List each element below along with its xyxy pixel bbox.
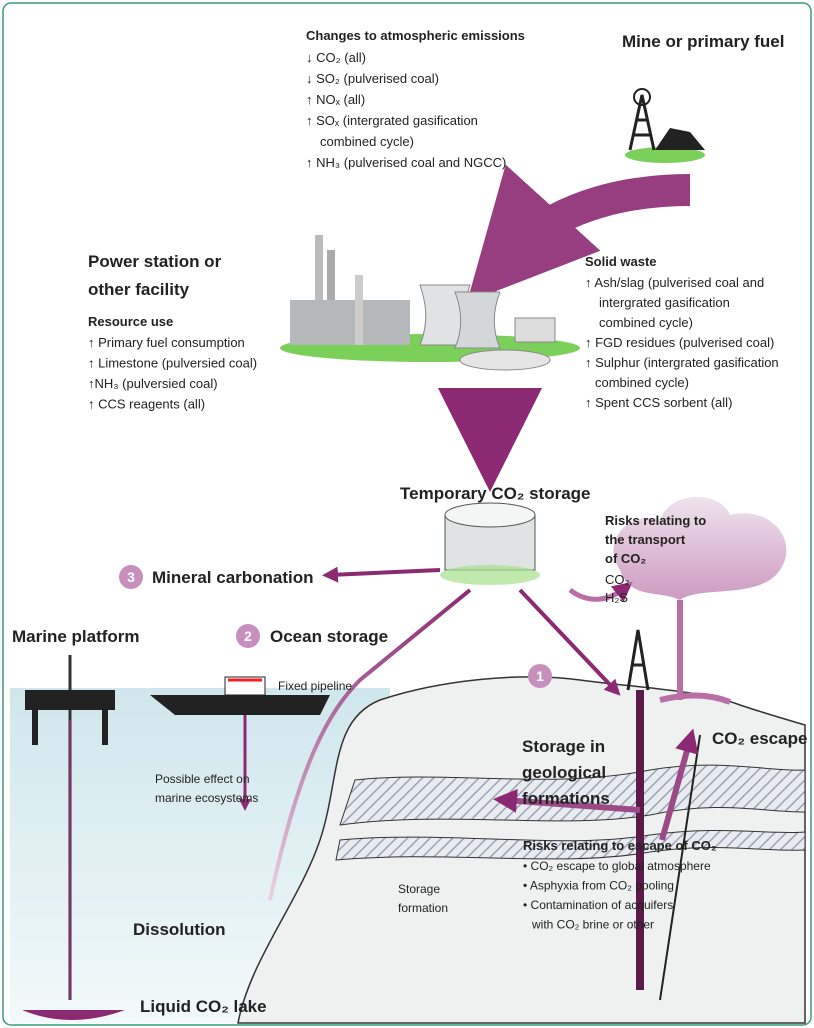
text-line: Power station or xyxy=(88,252,222,271)
storage-tank xyxy=(445,503,535,527)
text-line: ↑ Ash/slag (pulverised coal and xyxy=(585,275,764,290)
heading: Temporary CO₂ storage xyxy=(400,484,591,503)
heading: Changes to atmospheric emissions xyxy=(306,28,525,43)
text-line: CO₂ xyxy=(605,572,630,587)
text-line: combined cycle) xyxy=(320,134,414,149)
text-line: Storage in xyxy=(522,737,605,756)
platform-deck xyxy=(25,690,115,710)
text-line: marine ecosystems xyxy=(155,791,258,805)
text-line: ↑ NH₃ (pulverised coal and NGCC) xyxy=(306,155,506,170)
fuel-arrow xyxy=(510,190,690,255)
option-label: Ocean storage xyxy=(270,627,388,646)
storage-ground xyxy=(440,565,540,585)
tank xyxy=(460,350,550,370)
text-line: the transport xyxy=(605,532,686,547)
text-line: formation xyxy=(398,901,448,915)
text-line: • Asphyxia from CO₂ pooling xyxy=(523,879,674,893)
text-line: ↑NH₃ (pulversied coal) xyxy=(88,376,218,391)
text-line: ↑ Limestone (pulversied coal) xyxy=(88,356,257,371)
text-line: geological xyxy=(522,763,606,782)
text-line: ↑ Sulphur (intergrated gasification xyxy=(585,355,779,370)
text-line: Possible effect on xyxy=(155,772,250,786)
heading: Mine or primary fuel xyxy=(622,32,784,51)
heading: CO₂ escape xyxy=(712,729,807,748)
text-line: ↑ CCS reagents (all) xyxy=(88,397,205,412)
heading: Risks relating to escape of CO₂ xyxy=(523,838,717,853)
chimney xyxy=(355,275,363,345)
text-line: intergrated gasification xyxy=(599,295,730,310)
option-label: Mineral carbonation xyxy=(152,568,314,587)
plant-building xyxy=(290,300,410,345)
plume xyxy=(660,600,730,702)
option-number: 3 xyxy=(127,569,135,585)
text-line: • Contamination of acquifers xyxy=(523,898,673,912)
text-line: Storage xyxy=(398,882,440,896)
text-line: ↓ CO₂ (all) xyxy=(306,50,366,65)
text-line: of CO₂ xyxy=(605,551,646,566)
text-line: ↑ Primary fuel consumption xyxy=(88,335,245,350)
text-line: formations xyxy=(522,789,610,808)
heading: Solid waste xyxy=(585,254,657,269)
option-number: 2 xyxy=(244,628,252,644)
ship xyxy=(150,695,330,715)
text-line: ↑ FGD residues (pulverised coal) xyxy=(585,335,774,350)
coal xyxy=(655,128,705,150)
heading: Marine platform xyxy=(12,627,140,646)
cooling-tower xyxy=(455,292,500,348)
text-line: • CO₂ escape to global atmosphere xyxy=(523,859,711,873)
text-line: ↓ SO₂ (pulverised coal) xyxy=(306,71,439,86)
diagram: Changes to atmospheric emissions ↓ CO₂ (a… xyxy=(0,0,814,1028)
heading: Liquid CO₂ lake xyxy=(140,997,267,1016)
tank xyxy=(515,318,555,342)
flow-arrow xyxy=(330,570,440,575)
text-line: combined cycle) xyxy=(595,375,689,390)
option-number: 1 xyxy=(536,668,544,684)
text-line: with CO₂ brine or other xyxy=(531,918,654,932)
label: Fixed pipeline xyxy=(278,679,352,693)
text-line: ↑ Spent CCS sorbent (all) xyxy=(585,395,732,410)
text-line: Risks relating to xyxy=(605,513,706,528)
heading: Resource use xyxy=(88,314,173,329)
text-line: H₂S xyxy=(605,590,628,605)
text-line: other facility xyxy=(88,280,190,299)
text-line: combined cycle) xyxy=(599,315,693,330)
text-line: ↑ NOₓ (all) xyxy=(306,92,365,107)
derrick xyxy=(628,630,648,690)
heading: Dissolution xyxy=(133,920,226,939)
headframe xyxy=(630,95,654,150)
text-line: ↑ SOₓ (intergrated gasification xyxy=(306,113,478,128)
